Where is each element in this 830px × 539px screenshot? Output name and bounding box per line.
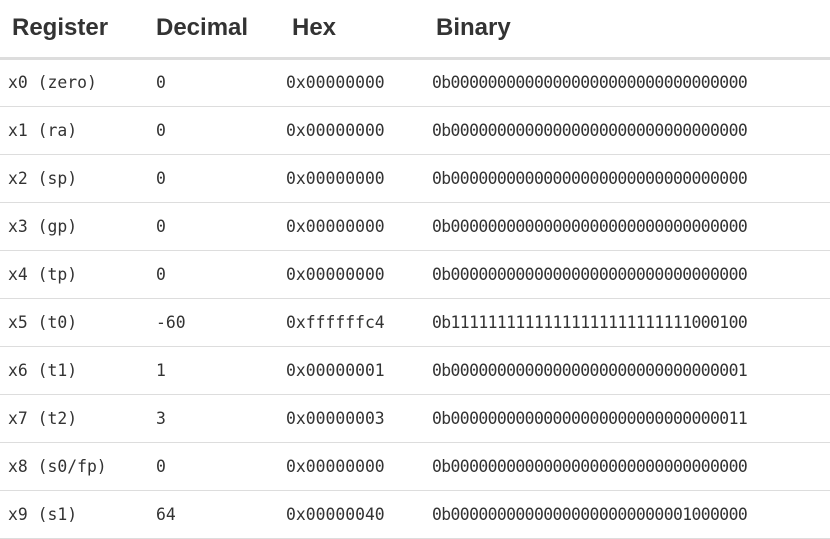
table-row: x5 (t0) -60 0xffffffc4 0b111111111111111… [0, 298, 830, 347]
hex-value-cell: 0x00000000 [280, 250, 424, 299]
table-row: x4 (tp) 0 0x00000000 0b00000000000000000… [0, 250, 830, 299]
hex-value-cell: 0x00000000 [280, 202, 424, 251]
column-header-register: Register [0, 0, 142, 60]
register-name-cell: x0 (zero) [0, 58, 142, 107]
column-header-decimal: Decimal [142, 0, 280, 60]
hex-value-cell: 0x00000000 [280, 106, 424, 155]
table-row: x0 (zero) 0 0x00000000 0b000000000000000… [0, 58, 830, 107]
table-row: x2 (sp) 0 0x00000000 0b00000000000000000… [0, 154, 830, 203]
table-row: x6 (t1) 1 0x00000001 0b00000000000000000… [0, 346, 830, 395]
register-name-cell: x3 (gp) [0, 202, 142, 251]
hex-value-cell: 0x00000000 [280, 58, 424, 107]
register-name-cell: x8 (s0/fp) [0, 442, 142, 491]
hex-value-cell: 0x00000001 [280, 346, 424, 395]
hex-value-cell: 0xffffffc4 [280, 298, 424, 347]
decimal-value-cell: 1 [142, 346, 280, 395]
decimal-value-cell: 3 [142, 394, 280, 443]
decimal-value-cell: 0 [142, 250, 280, 299]
binary-value-cell: 0b00000000000000000000000000000011 [424, 394, 830, 443]
table-row: x7 (t2) 3 0x00000003 0b00000000000000000… [0, 394, 830, 443]
hex-value-cell: 0x00000003 [280, 394, 424, 443]
register-name-cell: x5 (t0) [0, 298, 142, 347]
register-name-cell: x1 (ra) [0, 106, 142, 155]
register-name-cell: x7 (t2) [0, 394, 142, 443]
decimal-value-cell: 0 [142, 202, 280, 251]
table-row: x8 (s0/fp) 0 0x00000000 0b00000000000000… [0, 442, 830, 491]
binary-value-cell: 0b11111111111111111111111111000100 [424, 298, 830, 347]
binary-value-cell: 0b00000000000000000000000000000000 [424, 202, 830, 251]
binary-value-cell: 0b00000000000000000000000000000000 [424, 250, 830, 299]
decimal-value-cell: 0 [142, 58, 280, 107]
decimal-value-cell: 0 [142, 106, 280, 155]
decimal-value-cell: -60 [142, 298, 280, 347]
register-name-cell: x2 (sp) [0, 154, 142, 203]
register-name-cell: x6 (t1) [0, 346, 142, 395]
table-row: x9 (s1) 64 0x00000040 0b0000000000000000… [0, 490, 830, 539]
register-name-cell: x9 (s1) [0, 490, 142, 539]
hex-value-cell: 0x00000000 [280, 442, 424, 491]
binary-value-cell: 0b00000000000000000000000001000000 [424, 490, 830, 539]
binary-value-cell: 0b00000000000000000000000000000000 [424, 58, 830, 107]
binary-value-cell: 0b00000000000000000000000000000000 [424, 154, 830, 203]
decimal-value-cell: 0 [142, 154, 280, 203]
binary-value-cell: 0b00000000000000000000000000000001 [424, 346, 830, 395]
column-header-binary: Binary [424, 0, 830, 60]
table-row: x1 (ra) 0 0x00000000 0b00000000000000000… [0, 106, 830, 155]
register-table-header: Register Decimal Hex Binary [0, 0, 830, 60]
hex-value-cell: 0x00000040 [280, 490, 424, 539]
binary-value-cell: 0b00000000000000000000000000000000 [424, 106, 830, 155]
decimal-value-cell: 0 [142, 442, 280, 491]
column-header-hex: Hex [280, 0, 424, 60]
header-row: Register Decimal Hex Binary [0, 0, 830, 60]
register-name-cell: x4 (tp) [0, 250, 142, 299]
binary-value-cell: 0b00000000000000000000000000000000 [424, 442, 830, 491]
register-table-body: x0 (zero) 0 0x00000000 0b000000000000000… [0, 58, 830, 539]
decimal-value-cell: 64 [142, 490, 280, 539]
table-row: x3 (gp) 0 0x00000000 0b00000000000000000… [0, 202, 830, 251]
hex-value-cell: 0x00000000 [280, 154, 424, 203]
